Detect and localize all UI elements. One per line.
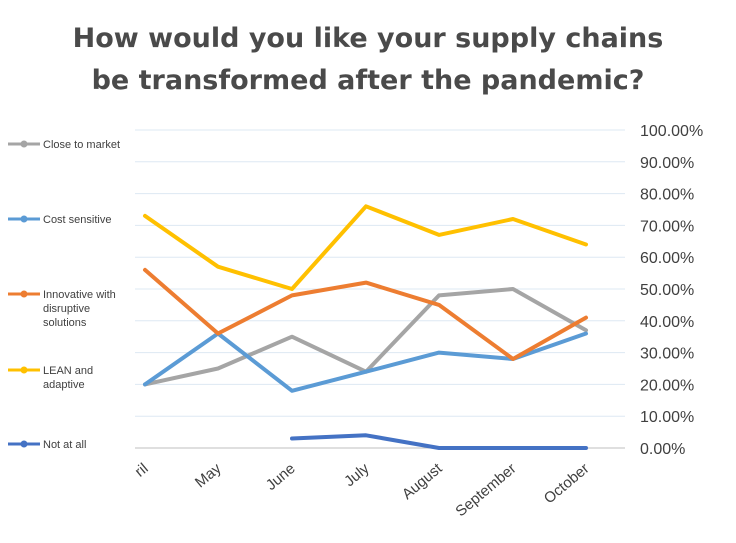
y-tick-label: 70.00% xyxy=(640,218,694,235)
y-tick-label: 100.00% xyxy=(640,123,703,140)
x-tick-label: October xyxy=(541,460,593,507)
legend-label: solutions xyxy=(43,317,87,329)
legend-swatch-marker xyxy=(20,440,28,448)
x-tick-label: July xyxy=(341,460,373,490)
x-axis-tick-labels: ril May June July August September October xyxy=(132,460,593,521)
y-tick-label: 50.00% xyxy=(640,282,694,299)
y-tick-label: 0.00% xyxy=(640,441,685,458)
x-tick-label: ril xyxy=(132,460,152,481)
y-tick-label: 30.00% xyxy=(640,346,694,363)
legend-swatch-marker xyxy=(20,140,28,148)
y-tick-label: 80.00% xyxy=(640,187,694,204)
x-tick-label: May xyxy=(192,460,225,492)
series-lines xyxy=(143,204,588,450)
y-tick-label: 90.00% xyxy=(640,155,694,172)
y-axis-tick-labels: 100.00% 90.00% 80.00% 70.00% 60.00% 50.00% 40.… xyxy=(640,123,703,458)
legend-label: Close to market xyxy=(43,139,120,151)
y-tick-label: 60.00% xyxy=(640,250,694,267)
legend-label: Cost sensitive xyxy=(43,214,111,226)
x-tick-label: September xyxy=(452,460,519,520)
legend-swatch-marker xyxy=(20,366,28,374)
x-tick-label: August xyxy=(399,460,446,504)
y-tick-label: 10.00% xyxy=(640,409,694,426)
legend: Close to market Cost sensitive Innovative … xyxy=(8,139,120,451)
legend-label: Not at all xyxy=(43,439,86,451)
gridlines xyxy=(135,129,625,449)
legend-swatch-marker xyxy=(20,215,28,223)
chart-title-line-1: How would you like your supply chains xyxy=(72,23,664,54)
legend-label: adaptive xyxy=(43,379,85,391)
series-line-3 xyxy=(143,204,588,291)
series-line-1 xyxy=(143,331,588,393)
chart-title: How would you like your supply chains be… xyxy=(0,18,736,102)
x-tick-label: June xyxy=(263,460,299,494)
legend-label: disruptive xyxy=(43,303,90,315)
series-line-2 xyxy=(143,267,588,361)
y-tick-label: 40.00% xyxy=(640,314,694,331)
legend-label: Innovative with xyxy=(43,289,116,301)
chart-title-line-2: be transformed after the pandemic? xyxy=(91,65,645,96)
legend-label: LEAN and xyxy=(43,365,93,377)
series-line-4 xyxy=(290,433,588,450)
legend-swatch-marker xyxy=(20,290,28,298)
y-tick-label: 20.00% xyxy=(640,377,694,394)
